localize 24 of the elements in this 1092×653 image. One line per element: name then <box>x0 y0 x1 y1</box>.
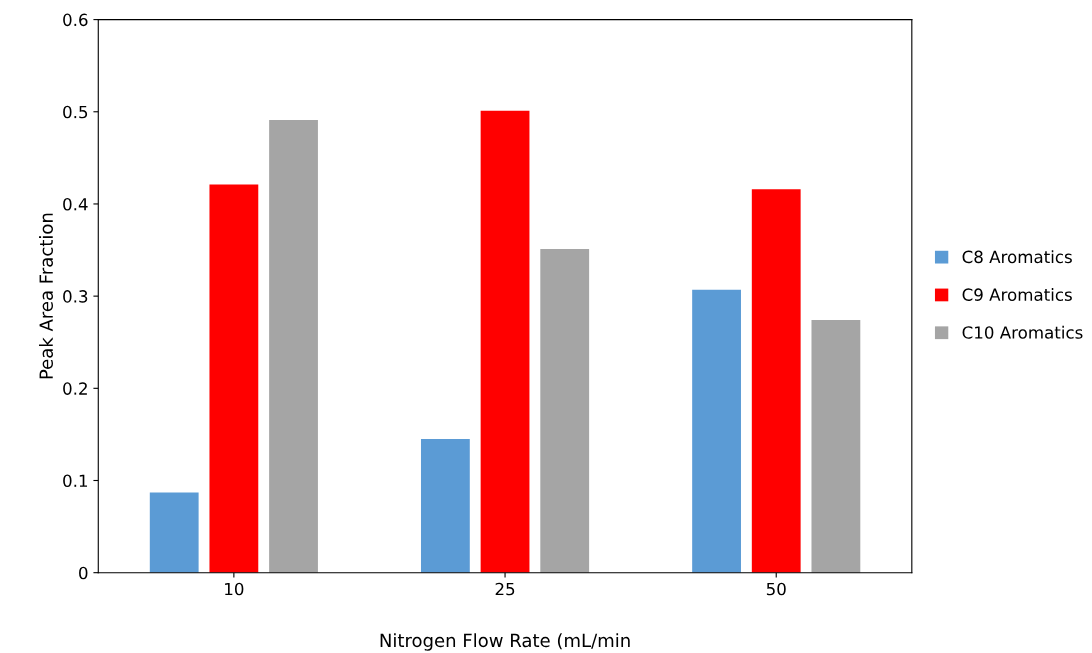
y-tick-label: 0.4 <box>63 197 88 211</box>
legend-label: C9 Aromatics <box>962 288 1072 301</box>
bar <box>149 492 199 573</box>
y-axis-title: Peak Area Fraction <box>39 213 53 379</box>
x-tick-label: 25 <box>495 582 515 596</box>
y-tick-label: 0 <box>79 566 88 580</box>
legend-label: C10 Aromatics <box>962 325 1083 339</box>
x-tick-label: 50 <box>766 582 786 596</box>
bar <box>692 289 741 573</box>
legend-label: C8 Aromatics <box>962 250 1072 264</box>
y-tick-label: 0.6 <box>63 13 88 27</box>
y-tick-label: 0.2 <box>63 382 87 395</box>
bar <box>751 189 801 573</box>
bar <box>420 439 470 573</box>
y-tick-label: 0.3 <box>63 290 88 303</box>
y-tick-label: 0.1 <box>63 474 88 488</box>
bar <box>540 249 590 573</box>
x-tick-label: 10 <box>225 582 244 596</box>
bar <box>811 320 861 573</box>
x-axis-title: Nitrogen Flow Rate (mL/min <box>380 633 630 651</box>
bar <box>480 110 530 573</box>
bar <box>269 120 318 573</box>
bar <box>209 184 259 573</box>
y-tick-label: 0.5 <box>63 105 88 119</box>
